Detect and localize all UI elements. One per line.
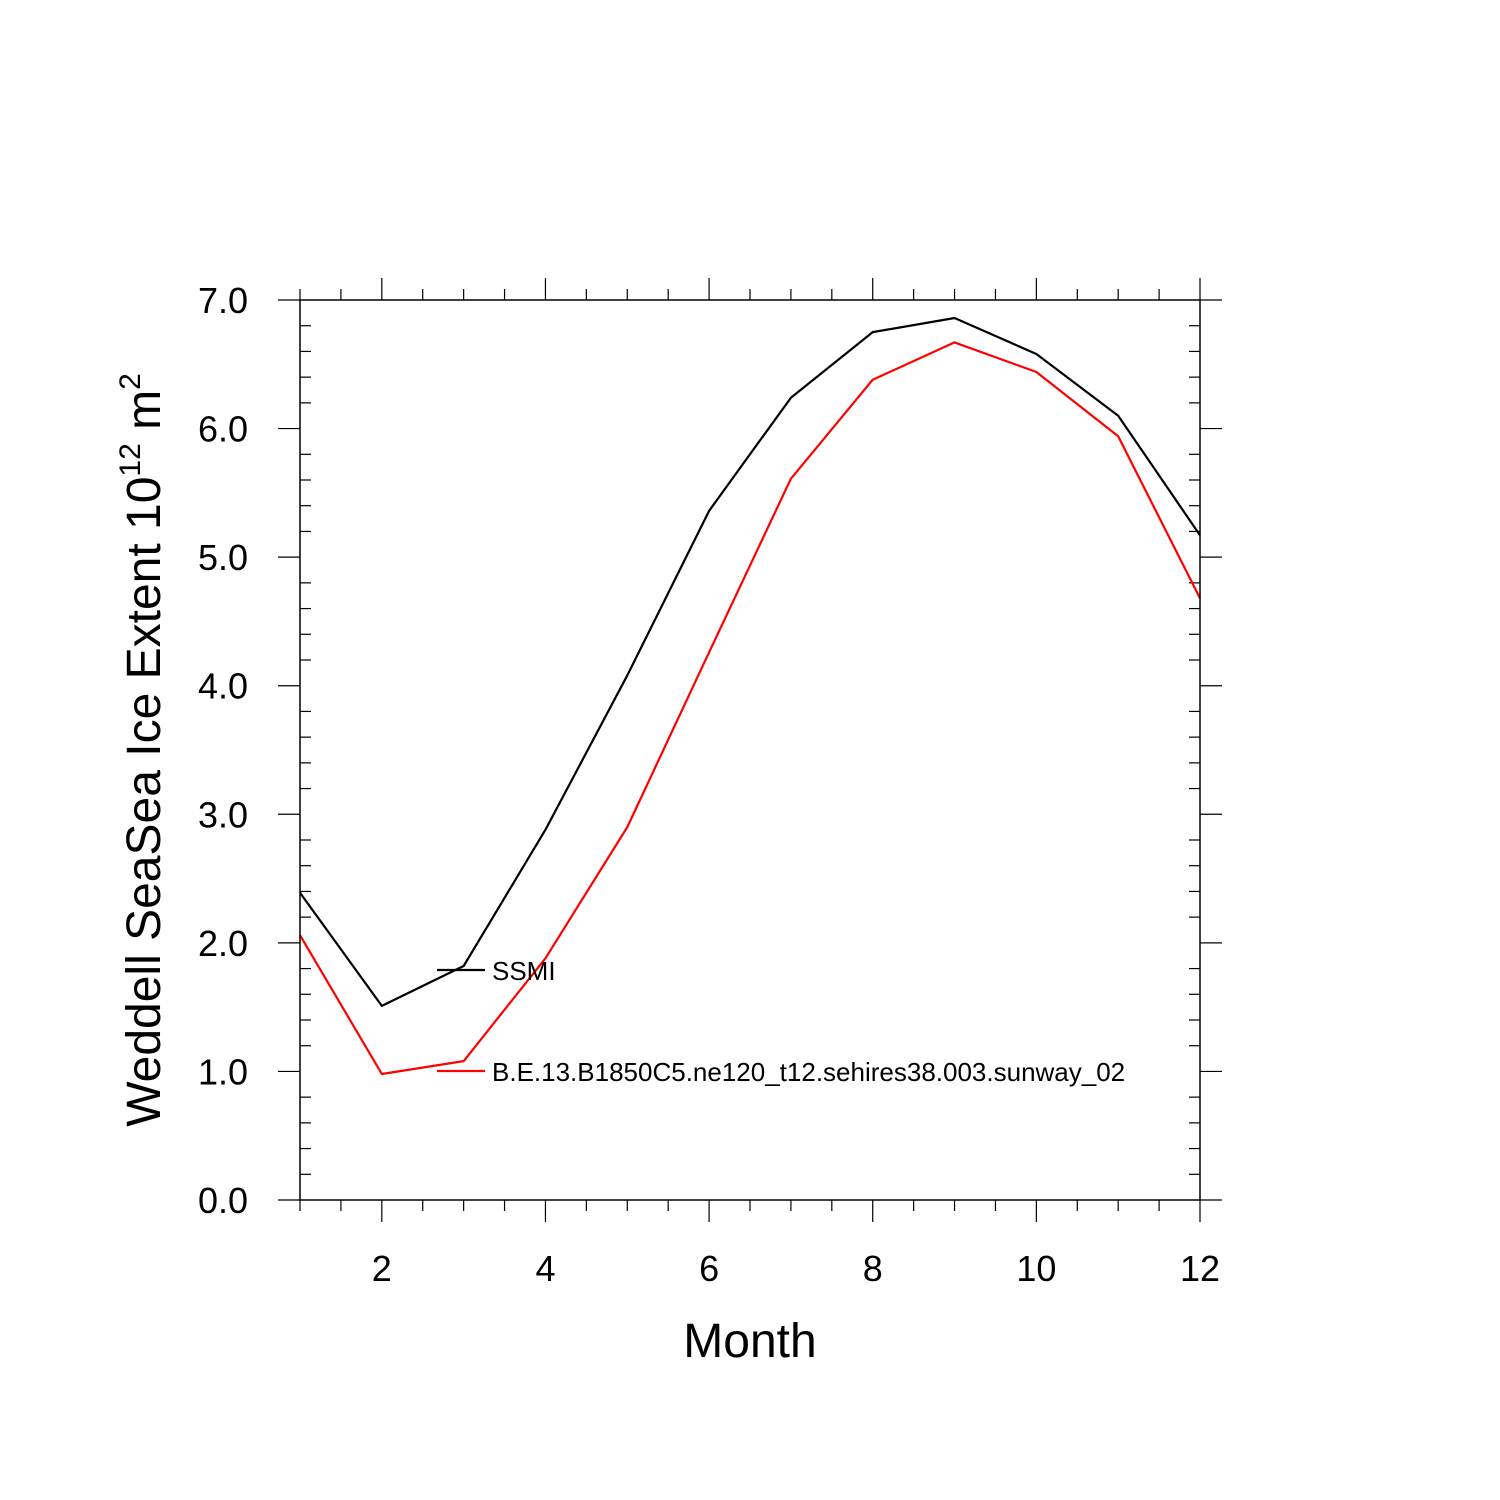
y-tick-label: 0.0 — [198, 1180, 248, 1221]
tick-labels: 2 4 6 8 10 12 0.0 1.0 2.0 3.0 4.0 5.0 6.0 7.0 — [198, 280, 1220, 1289]
legend-label: B.E.13.B1850C5.ne120_t12.sehires38.003.s… — [492, 1057, 1125, 1087]
series-lines — [299, 316, 1201, 1076]
plot-frame — [299, 299, 1201, 1201]
x-tick-label: 6 — [699, 1248, 719, 1289]
y-tick-label: 5.0 — [198, 537, 248, 578]
x-tick-label: 8 — [863, 1248, 883, 1289]
y-axis-title-unit-exponent: 2 — [114, 373, 147, 390]
legend-label: SSMI — [492, 956, 556, 986]
series-line-2 — [299, 341, 1201, 1076]
y-axis-title-unit: m — [118, 390, 171, 443]
y-tick-label: 7.0 — [198, 280, 248, 321]
x-tick-label: 4 — [535, 1248, 555, 1289]
y-tick-label: 1.0 — [198, 1051, 248, 1092]
x-axis-title: Month — [683, 1315, 816, 1368]
y-axis-title: Weddell SeaSea Ice Extent 1012 m2 — [114, 373, 171, 1127]
y-tick-label: 6.0 — [198, 409, 248, 450]
series-line-1 — [299, 316, 1201, 1007]
legend: SSMI B.E.13.B1850C5.ne120_t12.sehires38.0… — [437, 956, 1125, 1087]
x-tick-label: 2 — [372, 1248, 392, 1289]
x-tick-label: 10 — [1016, 1248, 1056, 1289]
y-tick-label: 2.0 — [198, 923, 248, 964]
y-axis-title-main: Weddell SeaSea Ice Extent 10 — [118, 477, 171, 1127]
x-tick-label: 12 — [1180, 1248, 1220, 1289]
y-tick-label: 4.0 — [198, 666, 248, 707]
y-axis-title-exponent: 12 — [114, 443, 147, 476]
y-tick-label: 3.0 — [198, 794, 248, 835]
